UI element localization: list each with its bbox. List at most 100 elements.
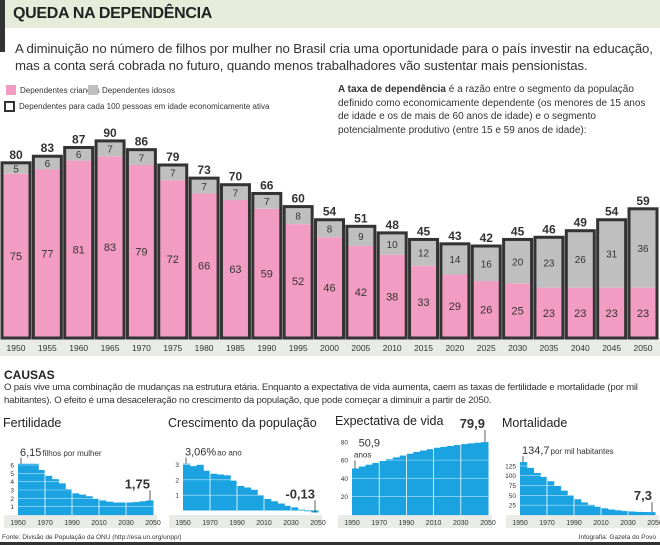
label-total: 83 bbox=[41, 141, 55, 155]
bar-children bbox=[190, 193, 219, 338]
area-step bbox=[284, 505, 292, 511]
label-elderly: 12 bbox=[418, 249, 430, 260]
bar-elderly bbox=[190, 178, 219, 194]
small-charts: 1950 1970 1990 2010 2030 20501234566,15filhos… bbox=[4, 416, 660, 528]
area-step bbox=[440, 446, 448, 516]
lead: A diminuição no número de filhos por mul… bbox=[0, 30, 660, 73]
y-tick-label: 3 bbox=[10, 488, 14, 495]
area-step bbox=[447, 445, 455, 516]
x-tick-label: 1970 bbox=[132, 343, 151, 353]
legend-item-children: Dependentes crianças bbox=[6, 85, 100, 95]
x-tick-label: 1990 bbox=[257, 343, 276, 353]
label-elderly: 36 bbox=[637, 244, 649, 255]
x-tick-label: 2025 bbox=[477, 343, 496, 353]
bar-children bbox=[158, 180, 187, 338]
y-tick-label: 4 bbox=[10, 479, 14, 486]
area-step bbox=[621, 511, 629, 516]
area-step bbox=[379, 461, 387, 516]
area-step bbox=[264, 498, 272, 511]
label-elderly: 6 bbox=[45, 159, 51, 170]
legend-item-elderly: Dependentes idosos bbox=[88, 85, 175, 95]
area-step bbox=[520, 462, 528, 516]
legend-label: Dependentes para cada 100 pessoas em ida… bbox=[19, 102, 270, 111]
area-step bbox=[614, 510, 622, 516]
bar-total-outline bbox=[31, 154, 63, 340]
label-total: 45 bbox=[511, 224, 525, 238]
x-tick-label: 2035 bbox=[539, 343, 558, 353]
bar-children bbox=[472, 281, 501, 338]
lead-text: A diminuição no número de filhos por mul… bbox=[15, 41, 653, 73]
area-step bbox=[467, 443, 475, 516]
label-children: 63 bbox=[229, 264, 241, 276]
area-step bbox=[45, 475, 53, 516]
label-total: 51 bbox=[354, 211, 368, 225]
bar-total-outline bbox=[282, 205, 314, 340]
panel-title: Mortalidade bbox=[502, 416, 568, 430]
label-children: 23 bbox=[606, 308, 618, 320]
bar-total-outline bbox=[125, 148, 157, 340]
label-children: 83 bbox=[104, 242, 116, 254]
legend-swatch-children bbox=[6, 85, 16, 95]
area-step bbox=[641, 512, 649, 516]
x-tick-label: 1975 bbox=[163, 343, 182, 353]
bar-children bbox=[378, 254, 407, 338]
label-total: 80 bbox=[9, 148, 23, 162]
area-step bbox=[216, 474, 224, 511]
area-step bbox=[474, 442, 482, 516]
area-step bbox=[210, 473, 218, 511]
y-tick-label: 2 bbox=[175, 477, 179, 484]
label-total: 79 bbox=[166, 150, 180, 164]
bar-elderly bbox=[472, 246, 501, 282]
x-axis-strip bbox=[338, 515, 492, 528]
x-tick-label: 2005 bbox=[351, 343, 370, 353]
y-tick-label: 1 bbox=[10, 504, 14, 511]
credit-note: Infografia: Gazeta do Povo bbox=[578, 534, 656, 541]
x-tick-label: 1990 bbox=[566, 520, 582, 527]
label-total: 43 bbox=[448, 229, 462, 243]
label-total: 48 bbox=[386, 218, 400, 232]
bar-elderly bbox=[64, 147, 93, 161]
area-step bbox=[526, 467, 534, 516]
x-tick-label: 2030 bbox=[283, 520, 299, 527]
bar-total-outline bbox=[219, 183, 251, 340]
bar-total-outline bbox=[376, 231, 408, 340]
x-tick-label: 2015 bbox=[414, 343, 433, 353]
legend-item-total: Dependentes para cada 100 pessoas em ida… bbox=[4, 101, 269, 112]
label-elderly: 20 bbox=[512, 257, 524, 268]
area-step bbox=[105, 501, 113, 516]
bar-total-outline bbox=[251, 191, 283, 340]
area-step bbox=[533, 472, 541, 516]
area-step bbox=[297, 509, 305, 511]
area-step bbox=[399, 455, 407, 516]
area-step bbox=[203, 470, 211, 511]
x-tick-label: 2010 bbox=[256, 520, 272, 527]
area-step bbox=[634, 511, 642, 516]
x-tick-label: 2010 bbox=[383, 343, 402, 353]
area-step bbox=[31, 463, 39, 516]
bar-elderly bbox=[597, 219, 626, 288]
bar-total-outline bbox=[596, 218, 628, 340]
label-children: 23 bbox=[637, 308, 649, 320]
label-children: 81 bbox=[73, 244, 85, 256]
label-total: 54 bbox=[323, 205, 337, 219]
area-step bbox=[230, 480, 238, 511]
bar-elderly bbox=[566, 230, 595, 288]
area-step bbox=[243, 487, 251, 511]
x-tick-label: 1965 bbox=[101, 343, 120, 353]
bar-total-outline bbox=[314, 218, 345, 340]
end-annotation: -0,13 bbox=[285, 486, 315, 501]
label-elderly: 7 bbox=[170, 169, 176, 180]
x-tick-label: 1970 bbox=[539, 520, 555, 527]
bar-children bbox=[409, 265, 438, 338]
area-step bbox=[250, 489, 258, 511]
label-children: 75 bbox=[10, 251, 22, 263]
x-axis-strip bbox=[0, 338, 660, 356]
causas-title: CAUSAS bbox=[4, 368, 55, 382]
bar-children bbox=[566, 287, 595, 338]
x-tick-label: 2050 bbox=[480, 520, 496, 527]
x-tick-label: 1990 bbox=[64, 520, 80, 527]
x-tick-label: 1985 bbox=[226, 343, 245, 353]
bar-elderly bbox=[409, 239, 438, 266]
x-tick-label: 2050 bbox=[647, 520, 660, 527]
area-step bbox=[601, 508, 609, 516]
